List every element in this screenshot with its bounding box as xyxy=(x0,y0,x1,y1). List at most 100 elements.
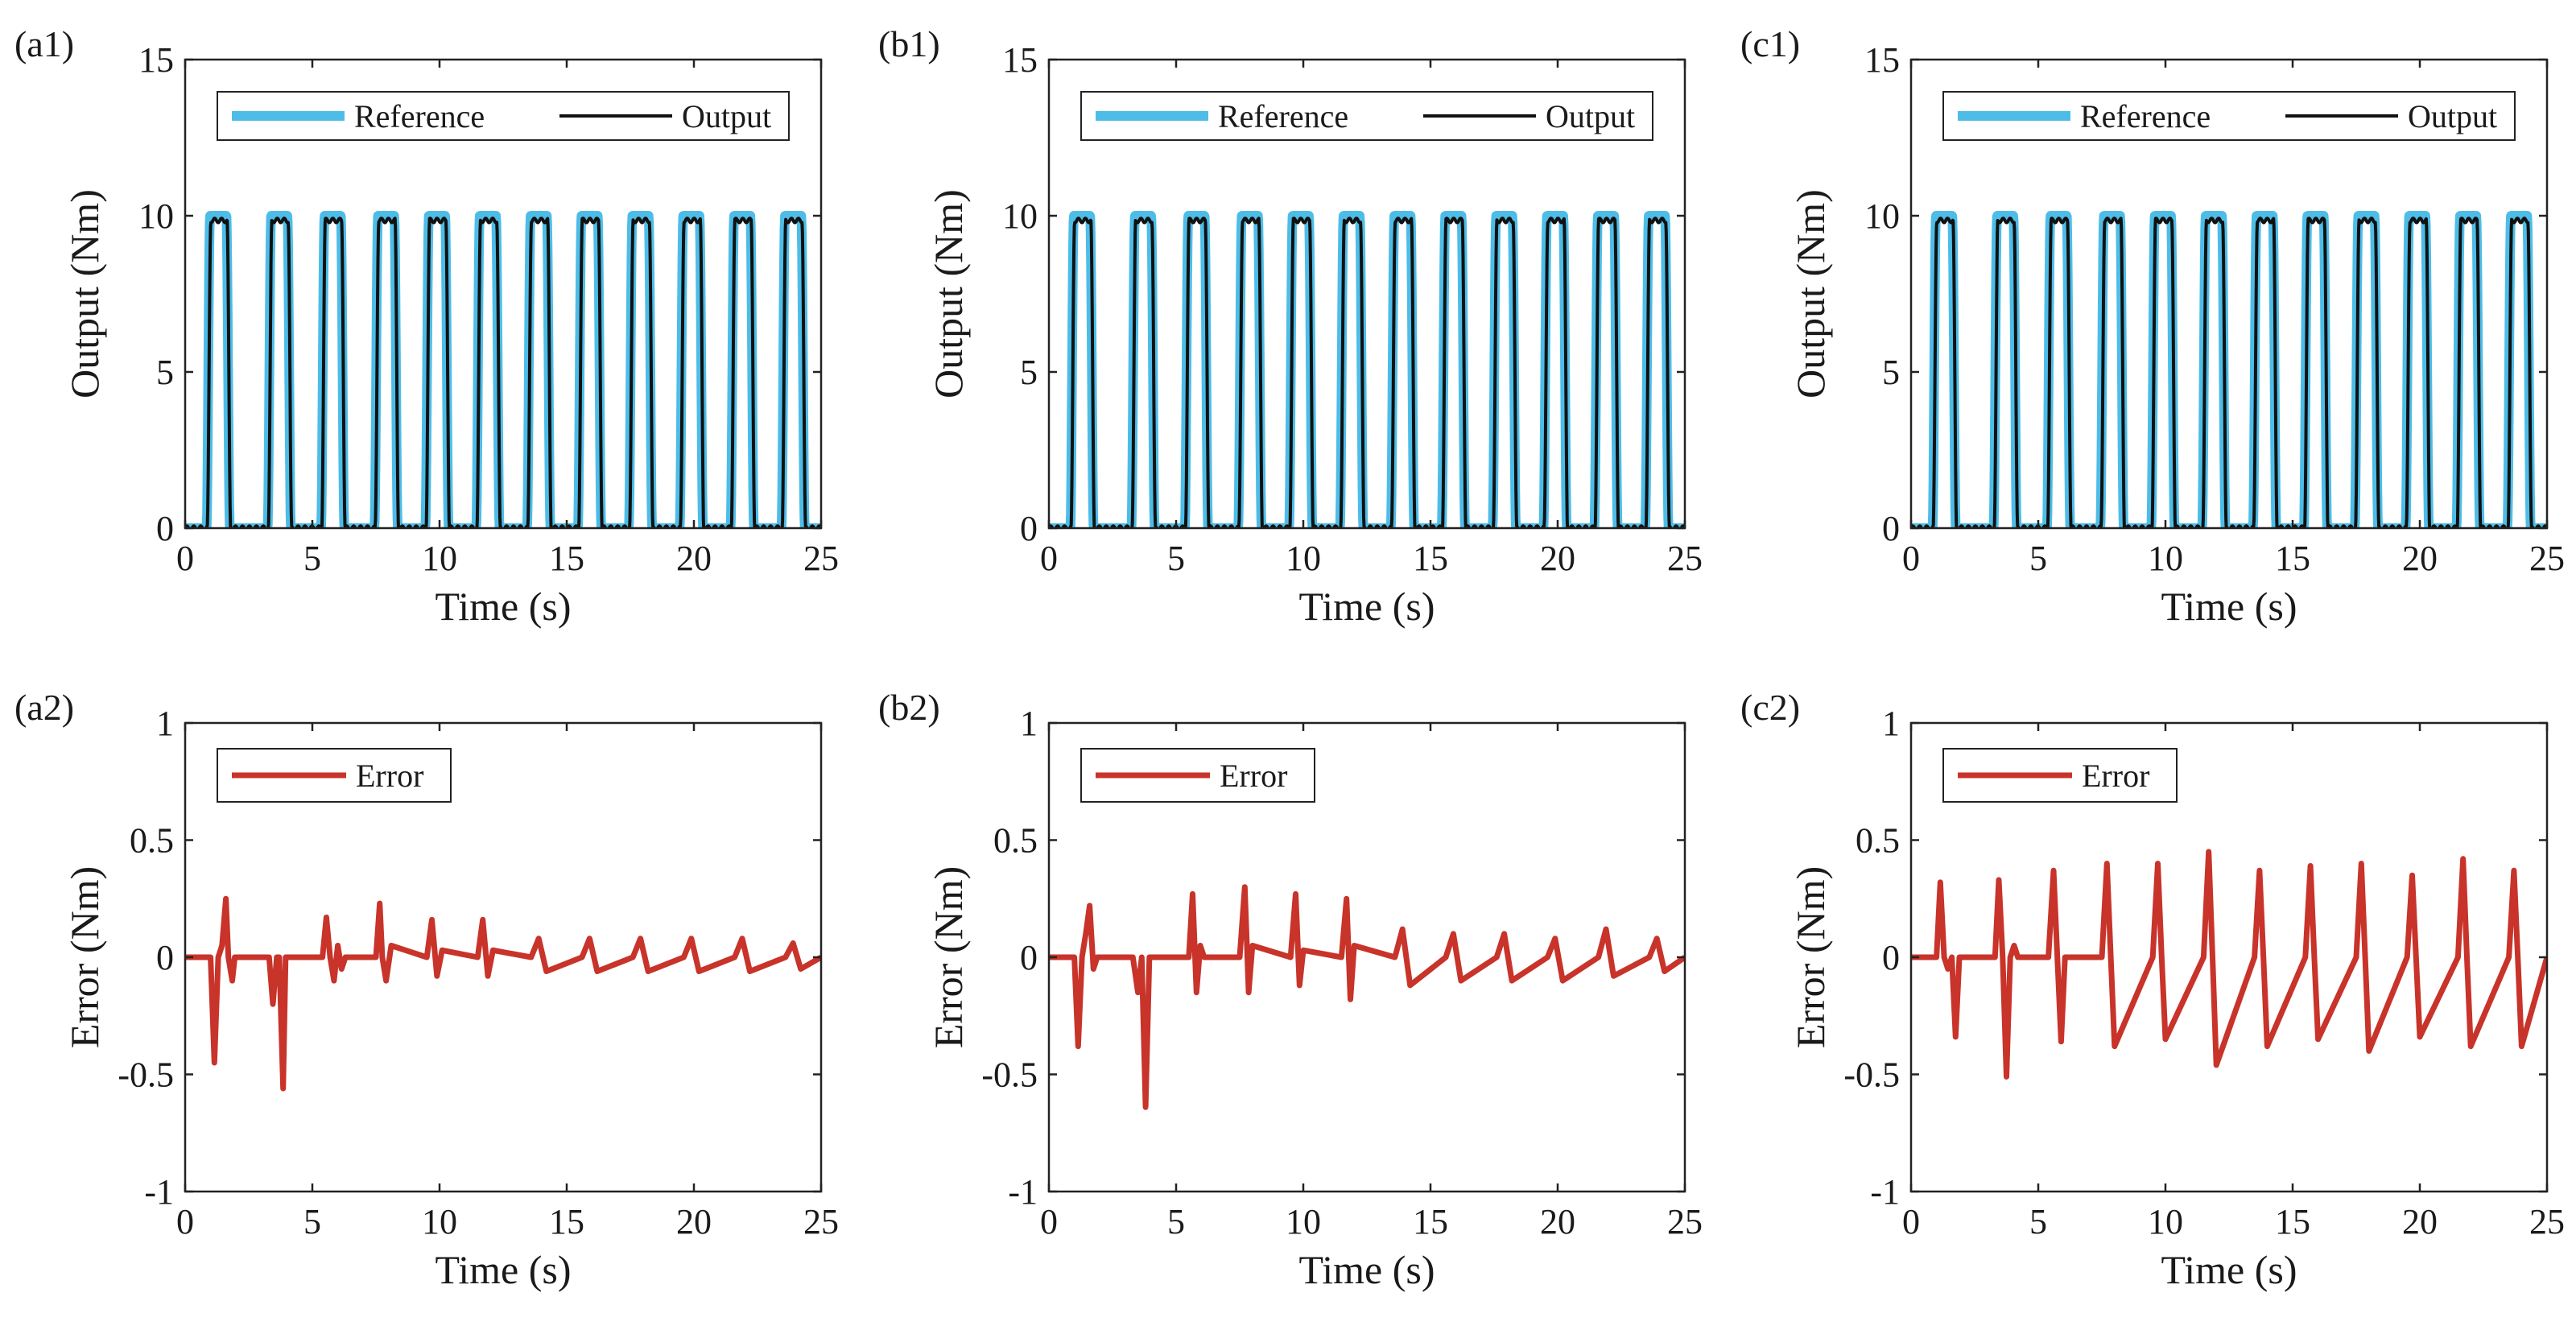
x-axis-label: Time (s) xyxy=(435,584,571,629)
x-tick-label: 25 xyxy=(2529,539,2565,578)
x-axis-label: Time (s) xyxy=(1298,1247,1435,1292)
y-axis-label: Error (Nm) xyxy=(926,866,971,1048)
panel-label-a1: (a1) xyxy=(14,23,74,64)
legend-reference-label: Reference xyxy=(1218,98,1348,134)
panel-label-c2: (c2) xyxy=(1740,687,1800,728)
x-tick-label: 0 xyxy=(176,1202,194,1241)
y-tick-label: 0 xyxy=(1020,509,1038,548)
series-output-line xyxy=(185,217,821,528)
x-axis-label: Time (s) xyxy=(435,1247,571,1292)
y-tick-label: 0 xyxy=(156,938,174,977)
x-tick-label: 5 xyxy=(303,1202,321,1241)
x-tick-label: 25 xyxy=(803,1202,839,1241)
legend-reference-label: Reference xyxy=(2080,98,2211,134)
x-tick-label: 5 xyxy=(2029,539,2047,578)
panel-label-c1: (c1) xyxy=(1740,23,1800,64)
x-tick-label: 0 xyxy=(1902,539,1920,578)
x-tick-label: 0 xyxy=(1040,1202,1058,1241)
x-tick-label: 15 xyxy=(549,1202,584,1241)
y-tick-label: -0.5 xyxy=(118,1055,174,1095)
y-tick-label: -1 xyxy=(144,1172,174,1212)
y-tick-label: 15 xyxy=(138,40,174,80)
x-tick-label: 15 xyxy=(1413,1202,1448,1241)
panel-label-b1: (b1) xyxy=(878,23,940,64)
y-axis-label: Error (Nm) xyxy=(62,866,107,1048)
chart-b2: (b2) 0 5 10 15 20 25 -1 -0.5 0 0.5 1 Time (s) Error (… xyxy=(878,687,1703,1292)
x-tick-label: 10 xyxy=(2148,1202,2183,1241)
y-tick-label: -1 xyxy=(1870,1172,1900,1212)
y-tick-label: 0.5 xyxy=(993,821,1038,861)
y-axis-label: Error (Nm) xyxy=(1788,866,1833,1048)
y-tick-label: -0.5 xyxy=(1843,1055,1900,1095)
y-tick-label: 0 xyxy=(1882,938,1900,977)
legend: Error xyxy=(217,748,452,803)
x-tick-label: 15 xyxy=(549,539,584,578)
x-tick-label: 5 xyxy=(1167,1202,1185,1241)
y-tick-label: 5 xyxy=(1882,353,1900,392)
x-axis-label: Time (s) xyxy=(2161,584,2297,629)
y-tick-label: 0 xyxy=(1882,509,1900,548)
x-axis-label: Time (s) xyxy=(2161,1247,2297,1292)
y-tick-label: 15 xyxy=(1864,40,1900,80)
x-tick-label: 10 xyxy=(1286,1202,1321,1241)
x-tick-label: 5 xyxy=(303,539,321,578)
y-tick-label: 1 xyxy=(1020,704,1038,743)
x-tick-label: 20 xyxy=(1540,1202,1575,1241)
x-tick-label: 10 xyxy=(422,539,457,578)
x-tick-label: 20 xyxy=(676,539,712,578)
legend: Reference Output xyxy=(1080,91,1653,141)
chart-b1: (b1) 0 5 10 15 20 25 0 5 10 15 Time (s) Output (Nm) R… xyxy=(878,23,1703,629)
legend-output-label: Output xyxy=(1546,98,1635,134)
axes-box xyxy=(1909,58,2549,530)
x-tick-label: 25 xyxy=(1667,539,1703,578)
x-tick-label: 0 xyxy=(1040,539,1058,578)
legend-output-label: Output xyxy=(2408,98,2497,134)
x-tick-label: 15 xyxy=(1413,539,1448,578)
legend: Reference Output xyxy=(1942,91,2516,141)
plot-series-group xyxy=(1049,884,1685,1110)
y-tick-label: -1 xyxy=(1008,1172,1038,1212)
x-tick-label: 25 xyxy=(1667,1202,1703,1241)
x-tick-label: 10 xyxy=(2148,539,2183,578)
x-tick-label: 20 xyxy=(2402,539,2438,578)
x-tick-label: 20 xyxy=(1540,539,1575,578)
x-tick-label: 25 xyxy=(803,539,839,578)
y-axis-label: Output (Nm) xyxy=(1788,189,1833,399)
y-tick-label: 5 xyxy=(1020,353,1038,392)
x-tick-label: 25 xyxy=(2529,1202,2565,1241)
x-tick-label: 0 xyxy=(1902,1202,1920,1241)
y-axis-label: Output (Nm) xyxy=(62,189,107,399)
plot-series-group xyxy=(1911,849,2547,1080)
chart-c1: (c1) 0 5 10 15 20 25 0 5 10 15 Time (s) Output (Nm) R… xyxy=(1740,23,2565,629)
legend-output-label: Output xyxy=(682,98,771,134)
x-tick-label: 10 xyxy=(1286,539,1321,578)
y-tick-label: 0.5 xyxy=(1856,821,1900,861)
series-error-line xyxy=(1049,884,1685,1110)
y-tick-label: 10 xyxy=(1864,196,1900,236)
x-tick-label: 15 xyxy=(2275,1202,2310,1241)
y-tick-label: 0.5 xyxy=(130,821,174,861)
legend-error-label: Error xyxy=(2082,758,2149,794)
y-tick-label: 0 xyxy=(156,509,174,548)
x-tick-label: 15 xyxy=(2275,539,2310,578)
y-tick-label: 15 xyxy=(1002,40,1038,80)
y-tick-label: 10 xyxy=(1002,196,1038,236)
chart-c2: (c2) 0 5 10 15 20 25 -1 -0.5 0 0.5 1 Time (s) Error (… xyxy=(1740,687,2565,1292)
legend-error-label: Error xyxy=(1220,758,1287,794)
y-tick-label: 10 xyxy=(138,196,174,236)
y-tick-label: 1 xyxy=(1882,704,1900,743)
x-tick-label: 10 xyxy=(422,1202,457,1241)
series-error-line xyxy=(185,895,821,1092)
chart-a1: (a1) 0 5 10 15 20 25 0 5 10 15 Time (s) Output (Nm) R… xyxy=(14,23,839,629)
x-tick-label: 0 xyxy=(176,539,194,578)
series-error-line xyxy=(1911,849,2547,1080)
legend: Error xyxy=(1080,748,1315,803)
legend-reference-label: Reference xyxy=(354,98,485,134)
y-tick-label: 1 xyxy=(156,704,174,743)
y-tick-label: -0.5 xyxy=(981,1055,1038,1095)
x-tick-label: 5 xyxy=(2029,1202,2047,1241)
legend: Reference Output xyxy=(217,91,790,141)
y-axis-label: Output (Nm) xyxy=(926,189,971,399)
chart-a2: (a2) 0 5 10 15 20 25 -1 -0.5 0 0.5 1 Time (s) Error (… xyxy=(14,687,839,1292)
